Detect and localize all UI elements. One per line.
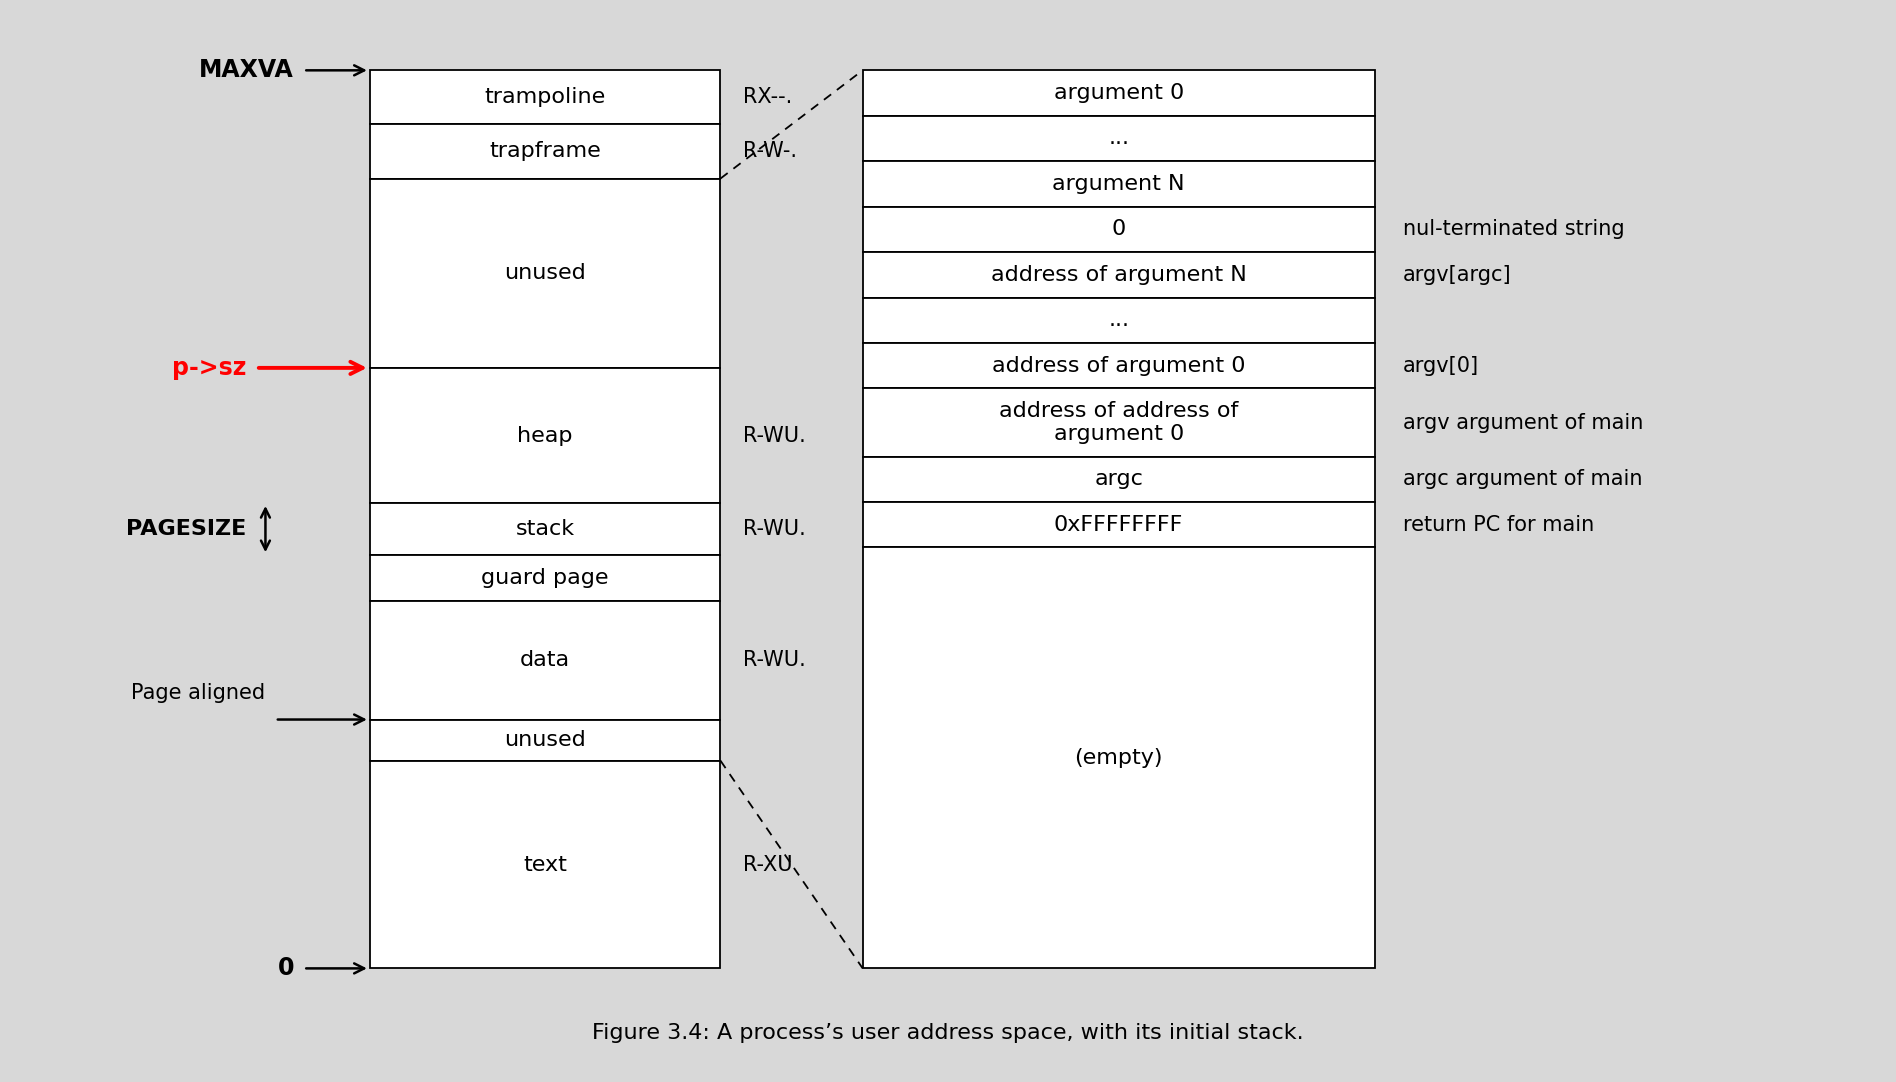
Text: argv argument of main: argv argument of main [1403, 412, 1644, 433]
Bar [863, 502, 1375, 547]
Text: RX--.: RX--. [743, 88, 793, 107]
Bar [863, 161, 1375, 207]
Bar [370, 761, 720, 968]
Text: Page aligned: Page aligned [131, 684, 265, 703]
Text: address of argument 0: address of argument 0 [992, 356, 1246, 375]
Text: PAGESIZE: PAGESIZE [127, 519, 246, 539]
Text: trampoline: trampoline [485, 88, 605, 107]
Bar [370, 503, 720, 555]
Bar [863, 70, 1375, 116]
Bar [370, 555, 720, 601]
Bar [370, 720, 720, 761]
Text: text: text [523, 855, 567, 874]
Bar [863, 388, 1375, 457]
Text: address of argument N: address of argument N [992, 265, 1246, 285]
Text: ...: ... [1107, 129, 1130, 148]
Bar [370, 70, 720, 124]
Text: argc argument of main: argc argument of main [1403, 470, 1642, 489]
Bar [370, 124, 720, 179]
Text: argv[argc]: argv[argc] [1403, 265, 1511, 285]
Text: R-WU.: R-WU. [743, 650, 806, 670]
Bar [863, 457, 1375, 502]
Bar [863, 298, 1375, 343]
Text: argument N: argument N [1052, 174, 1185, 194]
Text: stack: stack [516, 519, 574, 539]
Text: argc: argc [1094, 470, 1143, 489]
Text: address of address of
argument 0: address of address of argument 0 [999, 401, 1238, 444]
Text: 0: 0 [277, 956, 294, 980]
Bar [863, 252, 1375, 298]
Bar [370, 368, 720, 503]
Text: unused: unused [504, 263, 586, 283]
Bar [863, 207, 1375, 252]
Text: 0: 0 [1111, 220, 1126, 239]
Text: argv[0]: argv[0] [1403, 356, 1479, 375]
Text: trapframe: trapframe [489, 142, 601, 161]
Text: guard page: guard page [482, 568, 609, 588]
Text: argument 0: argument 0 [1054, 83, 1183, 103]
Text: p->sz: p->sz [173, 356, 246, 380]
Text: R-WU.: R-WU. [743, 519, 806, 539]
Text: R-XU: R-XU [743, 855, 793, 874]
Text: 0xFFFFFFFF: 0xFFFFFFFF [1054, 515, 1183, 535]
Text: (empty): (empty) [1075, 748, 1162, 768]
Text: R-WU.: R-WU. [743, 425, 806, 446]
Text: nul-terminated string: nul-terminated string [1403, 220, 1625, 239]
Text: data: data [520, 650, 571, 670]
Bar [370, 601, 720, 720]
Bar [863, 547, 1375, 968]
Text: Figure 3.4: A process’s user address space, with its initial stack.: Figure 3.4: A process’s user address spa… [592, 1024, 1304, 1043]
Text: ...: ... [1107, 311, 1130, 330]
Text: MAXVA: MAXVA [199, 58, 294, 82]
Bar [863, 116, 1375, 161]
Bar [863, 343, 1375, 388]
Text: heap: heap [518, 425, 573, 446]
Bar [370, 179, 720, 368]
Text: R-W-.: R-W-. [743, 142, 796, 161]
Text: unused: unused [504, 730, 586, 750]
Text: return PC for main: return PC for main [1403, 515, 1595, 535]
